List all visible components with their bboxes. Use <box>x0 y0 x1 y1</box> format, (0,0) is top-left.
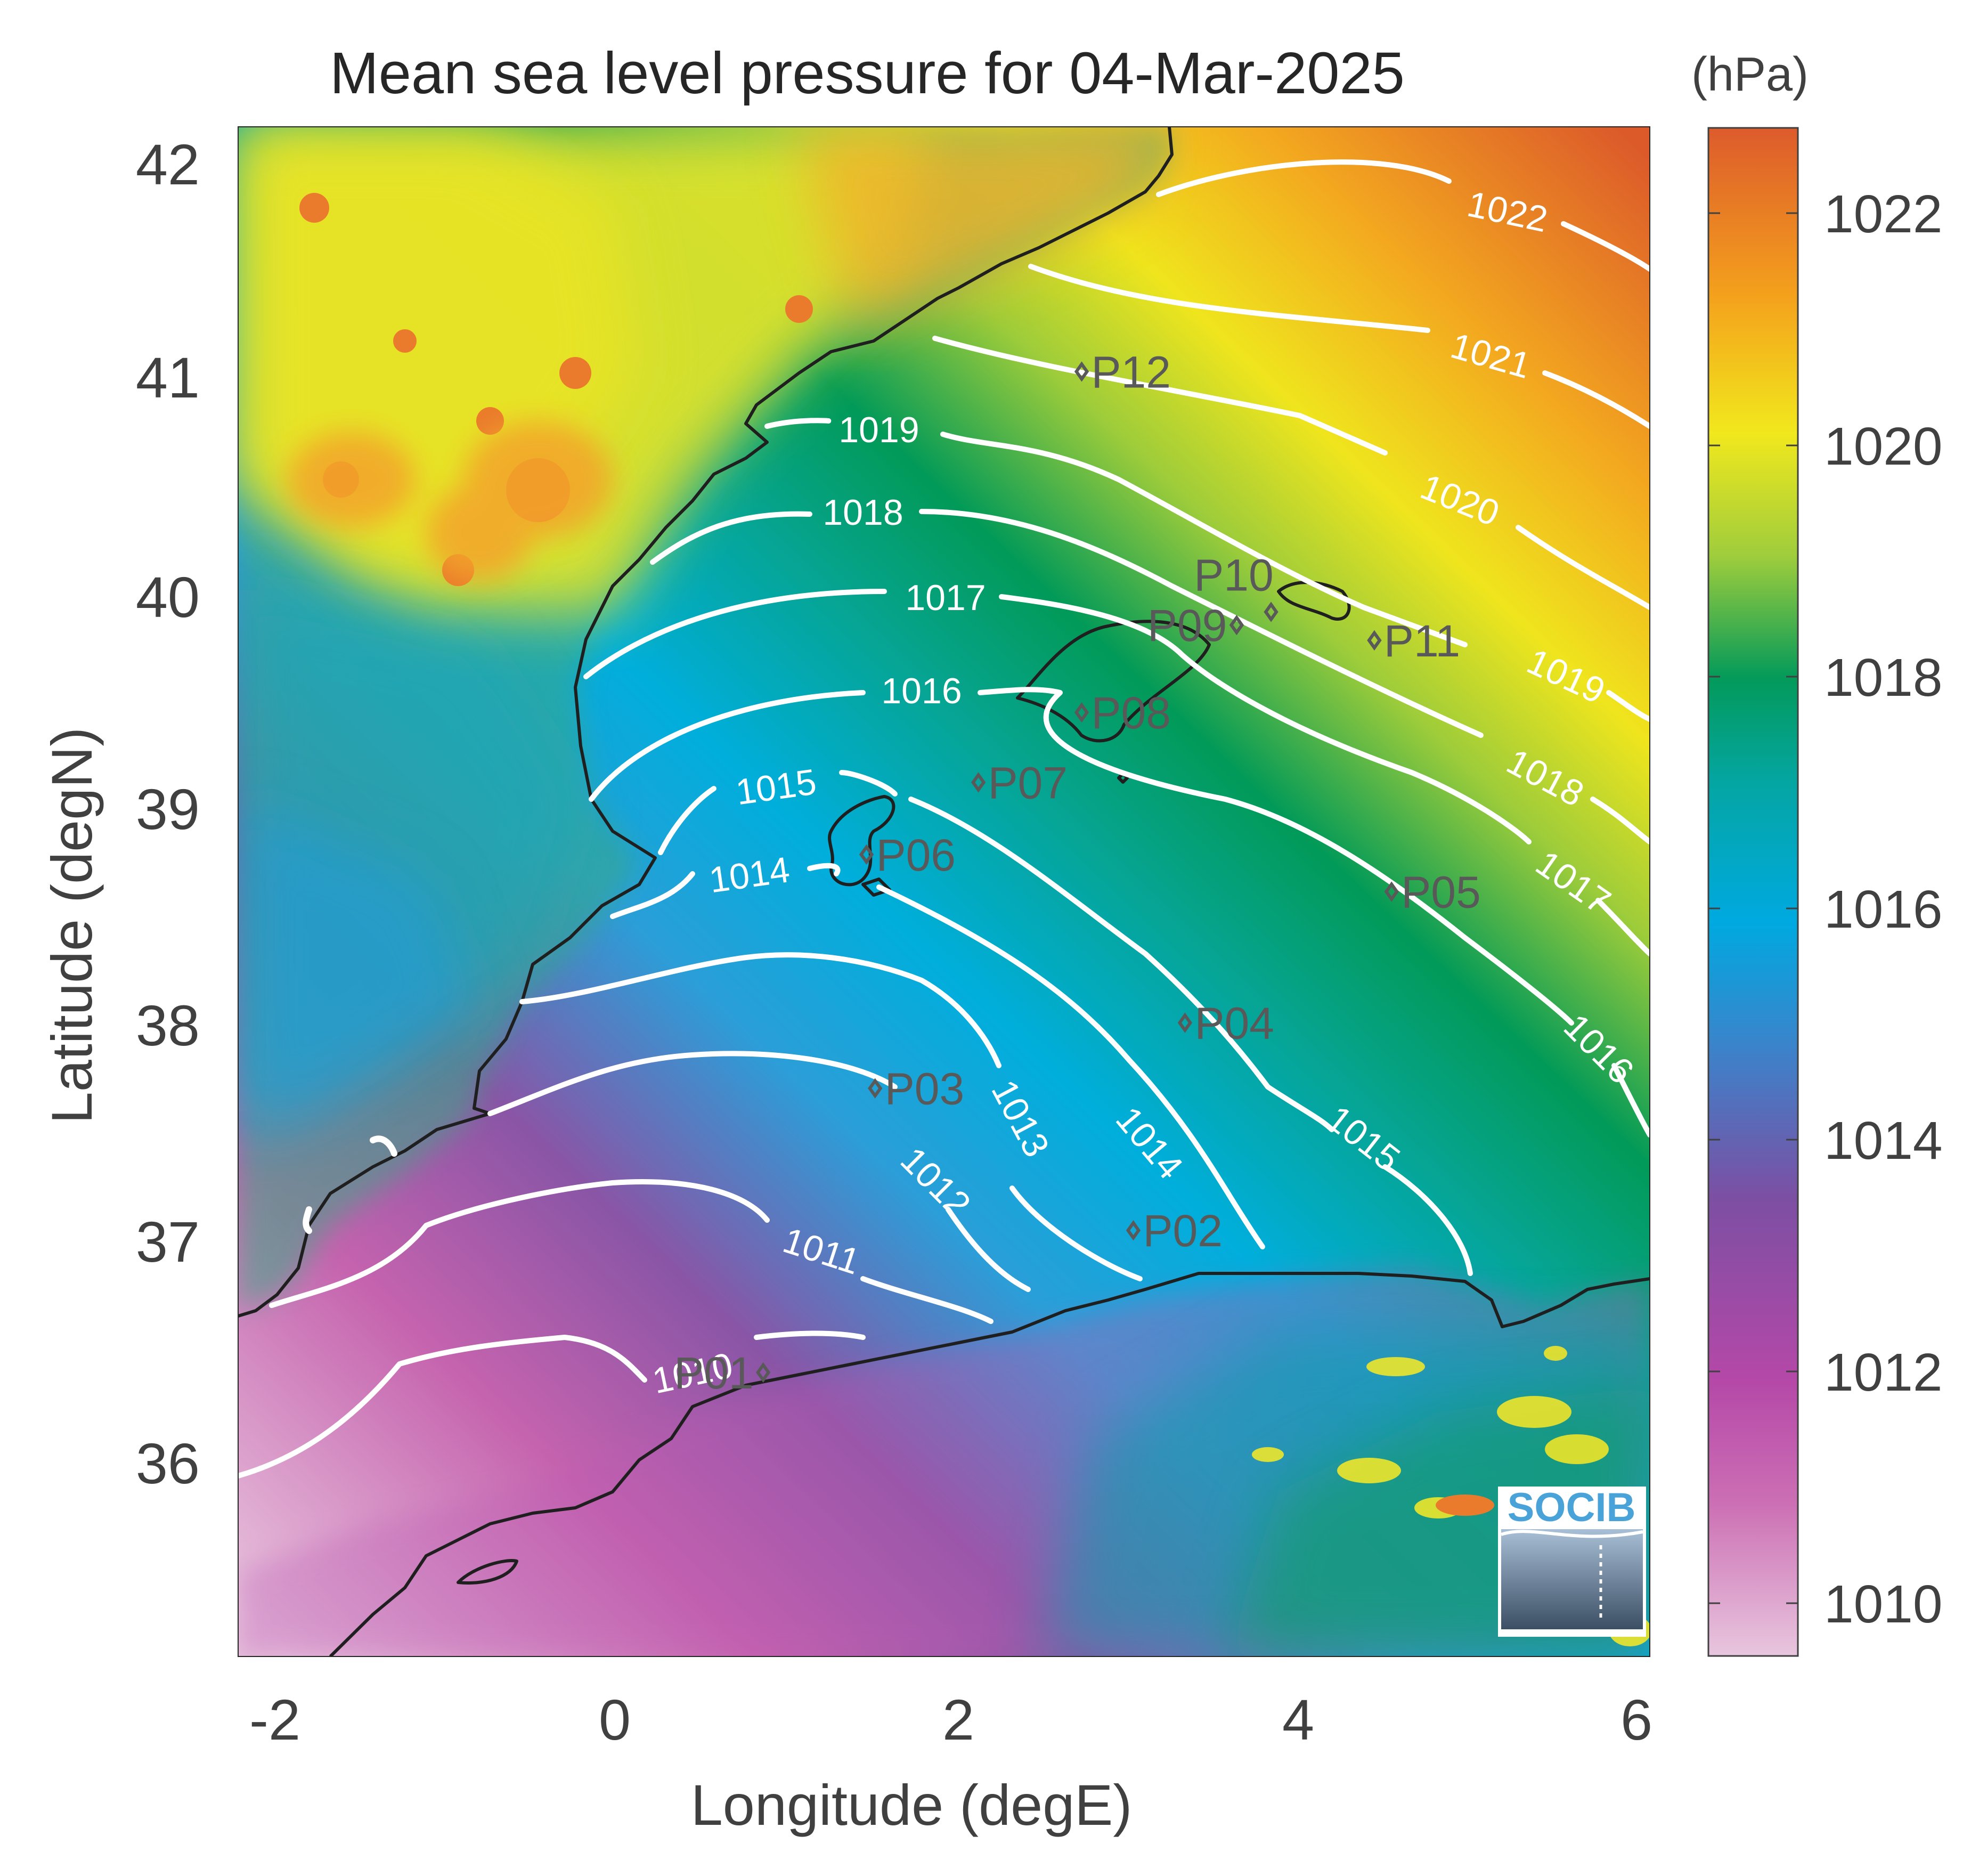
alboran-island <box>457 1559 518 1585</box>
isobar-1022 <box>1156 159 1650 272</box>
y-tick-label: 36 <box>136 1431 200 1496</box>
contour-label-1016-west: 1016 <box>881 671 962 711</box>
colorbar-tick-label: 1020 <box>1824 417 1942 476</box>
iberia-southwest-blue <box>238 799 479 1146</box>
isobar-1018 <box>650 509 1650 844</box>
station-marker-p11 <box>1367 630 1382 651</box>
station-marker-p12 <box>1074 361 1089 382</box>
colorbar-tick-label: 1016 <box>1824 880 1942 939</box>
socib-logo-text: SOCIB <box>1508 1485 1636 1530</box>
isobars <box>238 159 1650 1479</box>
station-marker-p10 <box>1264 602 1278 622</box>
isobar-1012 <box>487 1051 1031 1292</box>
station-marker-p05 <box>1384 881 1399 902</box>
isobar-1011 <box>269 1179 994 1324</box>
station-label-p12: P12 <box>1092 347 1171 397</box>
station-marker-p03 <box>868 1078 883 1099</box>
land-pressure-glow <box>288 421 613 581</box>
colorbar-tick-label: 1022 <box>1824 184 1942 244</box>
contour-label-1017-west: 1017 <box>905 578 986 618</box>
colorbar-tick-labels: 1022 1020 1018 1016 1014 1012 1010 <box>1824 184 1942 1634</box>
y-axis-label: Latitude (degN) <box>39 727 104 1124</box>
y-tick-label: 40 <box>136 565 200 629</box>
coastlines <box>238 127 1650 1656</box>
contour-label-1018-west: 1018 <box>823 492 903 533</box>
station-label-p07: P07 <box>988 758 1068 808</box>
y-tick-label: 39 <box>136 777 200 841</box>
station-marker-p04 <box>1177 1012 1193 1033</box>
station-marker-p08 <box>1074 702 1089 723</box>
isobar-1017 <box>583 589 1650 956</box>
station-marker-p06 <box>859 844 874 865</box>
station-marker-p01 <box>755 1362 771 1383</box>
isobar-1014 <box>610 863 1265 1249</box>
isobar-1013 <box>519 952 1143 1281</box>
atlas-orange-spot <box>1436 1495 1494 1516</box>
x-tick-label: 4 <box>1282 1687 1314 1752</box>
y-tick-label: 38 <box>136 993 200 1058</box>
colorbar-tick-label: 1014 <box>1824 1111 1942 1171</box>
station-label-p05: P05 <box>1401 867 1480 917</box>
y-tick-label: 37 <box>136 1209 200 1274</box>
isobar-1019 <box>764 418 1650 722</box>
station-label-p06: P06 <box>876 830 956 880</box>
isobar-fragments <box>303 1135 397 1234</box>
colorbar-tick-label: 1010 <box>1824 1574 1942 1634</box>
iberian-coastline <box>238 127 1174 1318</box>
station-label-p08: P08 <box>1092 688 1171 738</box>
colorbar-tick-label: 1012 <box>1824 1343 1942 1402</box>
north-africa-coastline <box>329 1272 1650 1656</box>
station-label-p02: P02 <box>1143 1206 1222 1256</box>
isobar-1021 <box>1028 264 1650 429</box>
x-axis-label: Longitude (degE) <box>691 1773 1133 1837</box>
station-marker-p09 <box>1229 614 1244 636</box>
station-label-p09: P09 <box>1147 600 1227 651</box>
map-frame <box>238 126 1650 1657</box>
pyrenees-orange <box>799 127 1169 330</box>
station-label-p03: P03 <box>885 1064 964 1114</box>
x-tick-label: -2 <box>249 1687 300 1752</box>
isobar-1020 <box>932 336 1650 610</box>
y-tick-label: 41 <box>136 345 200 410</box>
isobar-1016 <box>589 687 1650 1138</box>
x-tick-label: 6 <box>1620 1687 1652 1752</box>
isobar-1015 <box>658 770 1473 1276</box>
station-marker-p07 <box>971 772 986 793</box>
x-tick-labels: -2 0 2 4 6 <box>249 1687 1652 1752</box>
map-title: Mean sea level pressure for 04-Mar-2025 <box>330 40 1405 106</box>
colorbar: 1022 1020 1018 1016 1014 1012 1010 (hPa) <box>1691 48 1942 1657</box>
y-tick-label: 42 <box>136 132 200 197</box>
colorbar-gradient <box>1708 128 1798 1656</box>
station-label-p11: P11 <box>1384 616 1460 666</box>
station-label-p04: P04 <box>1194 998 1274 1049</box>
y-tick-labels: 42 41 40 39 38 37 36 <box>136 132 200 1496</box>
station-marker-p02 <box>1126 1220 1141 1241</box>
isobar-1010 <box>238 1330 866 1479</box>
contour-label-1019-west: 1019 <box>838 410 919 450</box>
station-label-p01: P01 <box>674 1348 753 1398</box>
station-label-p10: P10 <box>1194 550 1273 600</box>
colorbar-ticks <box>1708 212 1798 1604</box>
map-panel: 1022 1021 1020 1019 1019 1018 1018 1017 … <box>238 127 1650 1656</box>
x-tick-label: 0 <box>599 1687 631 1752</box>
colorbar-frame <box>1707 127 1799 1657</box>
socib-logo: SOCIB <box>1498 1485 1646 1637</box>
colorbar-tick-label: 1018 <box>1824 648 1942 708</box>
colorbar-unit-label: (hPa) <box>1691 48 1809 101</box>
x-tick-label: 2 <box>942 1687 974 1752</box>
